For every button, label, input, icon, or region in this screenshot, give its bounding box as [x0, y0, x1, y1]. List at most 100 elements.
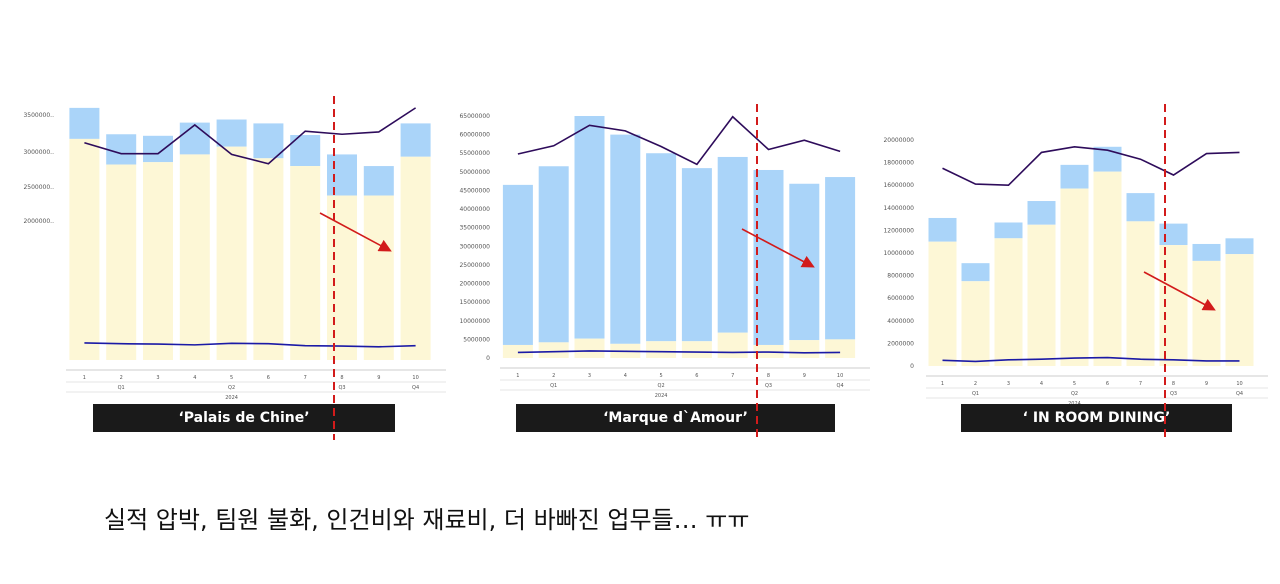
- x-tick-label: 5: [660, 373, 663, 379]
- y-tick-label: 16000000: [883, 182, 914, 189]
- bar-top-segment: [363, 166, 394, 196]
- year-label: 2024: [655, 393, 668, 399]
- x-tick-label: 9: [1205, 381, 1208, 387]
- x-tick-label: 9: [377, 375, 380, 381]
- y-tick-label: 45000000: [459, 187, 490, 194]
- x-tick-label: 5: [1073, 381, 1076, 387]
- line-series-top: [942, 145, 1240, 187]
- bar-bottom-segment: [928, 241, 957, 366]
- bar-bottom-segment: [253, 158, 284, 360]
- line-series-bottom: [942, 356, 1240, 363]
- y-tick-label: 0: [486, 355, 490, 362]
- y-tick-label: 15000000: [459, 299, 490, 306]
- bar-bottom-segment: [574, 338, 605, 358]
- bar-bottom-segment: [994, 238, 1023, 366]
- bar-top-segment: [1027, 201, 1056, 225]
- bar-top-segment: [1159, 223, 1188, 246]
- bar-top-segment: [143, 135, 173, 163]
- y-tick-label: 40000000: [459, 206, 490, 213]
- x-tick-label: 2: [552, 373, 555, 379]
- x-tick-label: 10: [412, 375, 418, 381]
- chart-label-palais-de-chine: ‘Palais de Chine’: [93, 404, 395, 432]
- x-tick-label: 7: [731, 373, 734, 379]
- bar-top-segment: [1192, 243, 1221, 261]
- bar-bottom-segment: [825, 339, 856, 358]
- x-tick-label: 10: [837, 373, 843, 379]
- y-tick-label: 2000000: [887, 340, 914, 347]
- bar-top-segment: [106, 134, 137, 165]
- bar-bottom-segment: [69, 138, 100, 360]
- quarter-label: Q4: [1236, 391, 1243, 397]
- y-tick-label: 10000000: [459, 318, 490, 325]
- y-tick-label: 0: [910, 363, 914, 370]
- y-tick-label: 50000000: [459, 169, 490, 176]
- bar-top-segment: [253, 123, 284, 159]
- x-tick-label: 3: [156, 375, 159, 381]
- quarter-label: Q1: [118, 385, 125, 391]
- x-tick-label: 1: [83, 375, 86, 381]
- line-series-top: [84, 107, 417, 165]
- x-tick-label: 4: [624, 373, 627, 379]
- chart-label-marque-d-amour: ‘Marque d`Amour’: [516, 404, 835, 432]
- bar-top-segment: [825, 177, 856, 340]
- y-tick-label: 35000000: [459, 225, 490, 232]
- y-tick-label: 6000000: [887, 295, 914, 302]
- quarter-label: Q2: [658, 383, 665, 389]
- x-tick-label: 7: [1139, 381, 1142, 387]
- y-tick-label: 4000000: [887, 318, 914, 325]
- bar-bottom-segment: [646, 341, 677, 358]
- y-tick-label: 2000000..: [23, 218, 54, 225]
- bar-bottom-segment: [1060, 188, 1089, 366]
- x-tick-label: 3: [588, 373, 591, 379]
- bar-bottom-segment: [216, 146, 247, 360]
- y-tick-label: 60000000: [459, 132, 490, 139]
- bar-top-segment: [1126, 193, 1155, 222]
- bar-top-segment: [574, 116, 605, 339]
- bar-top-segment: [400, 123, 431, 157]
- bar-bottom-segment: [681, 341, 712, 358]
- bar-bottom-segment: [502, 344, 533, 358]
- bar-bottom-segment: [143, 162, 173, 360]
- y-tick-label: 3000000..: [23, 149, 54, 156]
- bar-bottom-segment: [1093, 171, 1122, 366]
- bar-top-segment: [928, 217, 957, 242]
- bar-top-segment: [646, 153, 677, 342]
- bar-bottom-segment: [106, 164, 137, 360]
- quarter-label: Q4: [412, 385, 419, 391]
- x-tick-label: 1: [941, 381, 944, 387]
- line-series-top: [517, 115, 841, 166]
- bar-top-segment: [1225, 238, 1254, 255]
- bar-bottom-segment: [1126, 221, 1155, 366]
- x-tick-label: 2: [974, 381, 977, 387]
- quarter-label: Q1: [972, 391, 979, 397]
- x-tick-label: 7: [304, 375, 307, 381]
- chart-label-in-room-dining: ‘ IN ROOM DINING’: [961, 404, 1232, 432]
- x-tick-label: 6: [1106, 381, 1109, 387]
- bar-bottom-segment: [1159, 245, 1188, 366]
- y-tick-label: 2500000..: [23, 184, 54, 191]
- bar-bottom-segment: [789, 340, 820, 358]
- x-tick-label: 3: [1007, 381, 1010, 387]
- quarter-label: Q3: [338, 385, 345, 391]
- caption-text: 실적 압박, 팀원 불화, 인건비와 재료비, 더 바빠진 업무들… ㅠㅠ: [104, 506, 750, 534]
- x-tick-label: 1: [516, 373, 519, 379]
- quarter-label: Q3: [765, 383, 772, 389]
- line-series-bottom: [84, 342, 416, 348]
- y-tick-label: 5000000: [463, 336, 490, 343]
- year-label: 2024: [225, 395, 238, 401]
- x-tick-label: 4: [193, 375, 196, 381]
- bar-top-segment: [1060, 164, 1089, 189]
- bar-top-segment: [681, 168, 712, 342]
- y-tick-label: 8000000: [887, 273, 914, 280]
- x-tick-label: 5: [230, 375, 233, 381]
- bar-top-segment: [994, 222, 1023, 239]
- bar-bottom-segment: [400, 156, 431, 360]
- bar-top-segment: [216, 119, 247, 147]
- x-tick-label: 6: [267, 375, 270, 381]
- x-tick-label: 10: [1236, 381, 1242, 387]
